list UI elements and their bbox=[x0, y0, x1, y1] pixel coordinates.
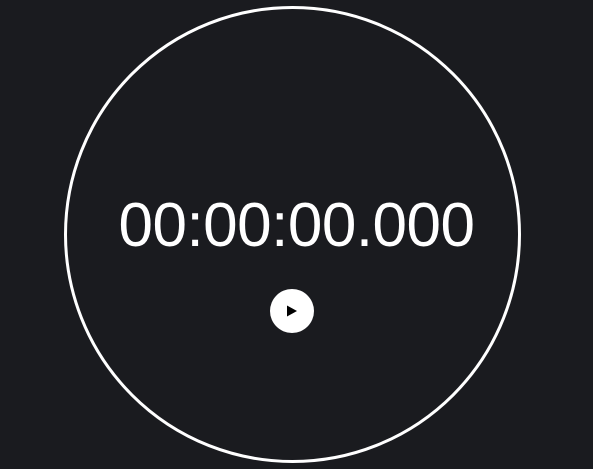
play-button[interactable] bbox=[270, 289, 314, 333]
stopwatch-ring bbox=[64, 6, 521, 463]
play-icon bbox=[286, 305, 298, 317]
time-display: 00:00:00.000 bbox=[118, 191, 475, 260]
